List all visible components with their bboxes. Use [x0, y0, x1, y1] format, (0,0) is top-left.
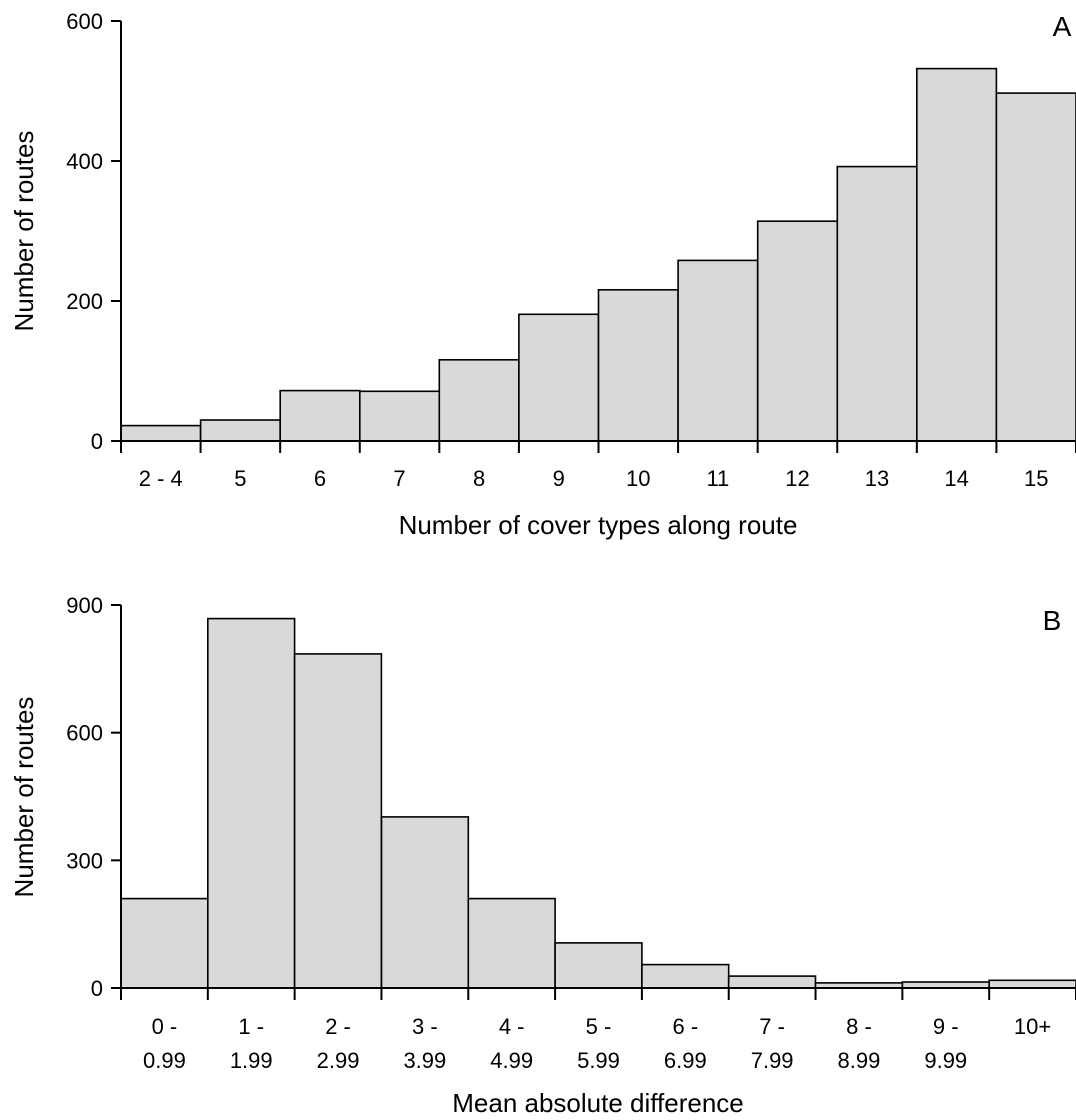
x-tick-label: 9 [553, 466, 565, 491]
x-tick-label: 3 -3.99 [403, 1014, 446, 1073]
y-tick-label: 200 [66, 289, 103, 314]
x-tick-label: 9 -9.99 [924, 1014, 967, 1073]
x-tick-label: 6 [314, 466, 326, 491]
x-tick-label: 2 - 4 [139, 466, 183, 491]
x-tick-label: 7 [393, 466, 405, 491]
bar-0-8 [758, 221, 838, 441]
bar-1-3 [382, 817, 469, 988]
bar-0-5 [519, 314, 599, 441]
y-tick-label: 600 [66, 721, 103, 746]
x-tick-label: 14 [944, 466, 968, 491]
bar-0-4 [439, 360, 519, 441]
x-tick-labels-a: 2 - 4 5 6 7 8 9 10 11 12 13 14 15 [139, 466, 1049, 491]
x-tick-label: 8 [473, 466, 485, 491]
x-tick-label: 15 [1024, 466, 1048, 491]
y-tick-label: 0 [91, 976, 103, 1001]
x-tick-label: 5 -5.99 [577, 1014, 620, 1073]
y-axis-label-b: Number of routes [9, 697, 39, 898]
bar-1-2 [295, 654, 382, 988]
y-tick-labels-a: 0 200 400 600 [66, 9, 103, 454]
y-tick-label: 0 [91, 429, 103, 454]
x-tick-label: 8 -8.99 [838, 1014, 881, 1073]
x-tick-labels-b: 0 -0.99 1 -1.99 2 -2.99 3 -3.99 4 -4.99 5 -5.… [143, 1014, 1051, 1073]
bar-0-2 [280, 391, 360, 441]
histogram-panel-b: 0 300 600 900 0 -0.99 1 -1.99 2 -2.99 3 -3.99 4… [9, 593, 1076, 1118]
x-tick-label: 10+ [1014, 1014, 1051, 1039]
y-tick-label: 600 [66, 9, 103, 34]
x-tick-label: 0 -0.99 [143, 1014, 186, 1073]
x-axis-label-b: Mean absolute difference [452, 1088, 744, 1118]
x-tick-label: 7 -7.99 [751, 1014, 794, 1073]
bars-a [121, 69, 1076, 441]
bar-0-0 [121, 426, 201, 441]
bar-0-1 [201, 420, 281, 441]
bar-0-11 [996, 93, 1076, 441]
bar-1-4 [468, 899, 555, 988]
x-tick-label: 12 [785, 466, 809, 491]
x-tick-label: 6 -6.99 [664, 1014, 707, 1073]
bar-0-9 [837, 167, 917, 441]
bar-0-3 [360, 391, 440, 441]
x-tick-label: 4 -4.99 [490, 1014, 533, 1073]
x-axis-label-a: Number of cover types along route [399, 510, 798, 540]
bar-1-0 [121, 899, 208, 988]
histogram-panel-a: 0 200 400 600 2 - 4 5 6 7 8 9 10 11 12 13 14 15 Number… [9, 9, 1076, 540]
y-tick-labels-b: 0 300 600 900 [66, 593, 103, 1001]
bar-1-6 [642, 965, 729, 988]
bar-1-5 [555, 943, 642, 988]
x-tick-label: 2 -2.99 [317, 1014, 360, 1073]
y-tick-label: 400 [66, 149, 103, 174]
x-tick-label: 1 -1.99 [230, 1014, 273, 1073]
bar-1-7 [729, 976, 816, 988]
x-tick-label: 5 [234, 466, 246, 491]
x-tick-label: 11 [706, 466, 729, 491]
bar-0-10 [917, 69, 997, 441]
bars-b [121, 619, 1076, 988]
bar-1-1 [208, 619, 295, 988]
panel-label-a: A [1053, 11, 1072, 42]
y-tick-label: 300 [66, 848, 103, 873]
y-axis-label-a: Number of routes [9, 131, 39, 332]
bar-0-6 [599, 290, 679, 441]
bar-1-10 [989, 980, 1076, 988]
y-tick-label: 900 [66, 593, 103, 618]
x-tick-label: 13 [865, 466, 889, 491]
x-tick-label: 10 [626, 466, 650, 491]
bar-0-7 [678, 260, 758, 441]
panel-label-b: B [1043, 605, 1062, 636]
